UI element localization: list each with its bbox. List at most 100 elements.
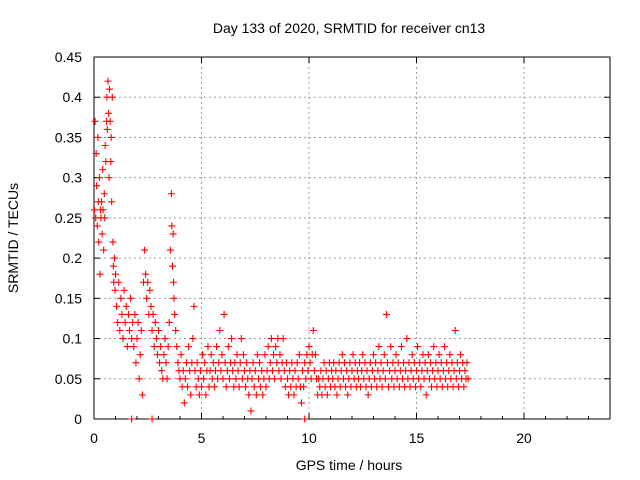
data-point [131,310,139,318]
data-point [414,343,422,351]
data-point [167,190,175,198]
y-tick-label: 0.45 [55,49,82,65]
data-point [104,77,112,85]
data-point [153,351,161,359]
data-point [135,375,143,383]
data-point [256,359,264,367]
data-point [290,391,298,399]
data-point [157,343,165,351]
data-point [180,399,188,407]
data-point [242,383,250,391]
y-axis-label: SRMTID / TECUs [5,183,21,293]
data-point [253,351,261,359]
data-point [243,359,251,367]
data-point [116,327,124,335]
data-point [125,327,133,335]
data-point [93,182,101,190]
data-point [424,351,432,359]
data-point [387,343,395,351]
data-point [91,117,99,125]
data-point [201,359,209,367]
x-tick-label: 10 [301,430,317,446]
data-point [112,270,119,278]
data-point [160,351,168,359]
data-point [108,93,116,101]
data-point [177,351,185,359]
data-point [128,415,136,423]
data-point [137,327,145,335]
data-point [155,327,162,335]
data-point [184,383,192,391]
data-point [435,351,443,359]
data-point [124,310,132,318]
data-point [171,310,179,318]
data-point [200,375,208,383]
data-point [338,351,346,359]
data-point [377,359,385,367]
x-tick-label: 20 [516,430,532,446]
data-point [270,351,278,359]
data-point [222,383,230,391]
y-tick-label: 0.25 [55,210,82,226]
data-point [370,351,377,359]
data-point [277,375,285,383]
data-point [99,206,107,214]
y-tick-label: 0.4 [63,89,83,105]
data-point [234,367,242,375]
data-point [220,310,228,318]
data-point [118,310,126,318]
data-point [392,351,400,359]
data-point [103,125,111,133]
data-point [172,327,180,335]
data-point [261,351,269,359]
data-point [170,294,178,302]
data-point [291,367,299,375]
data-point [344,391,352,399]
data-point [379,367,387,375]
data-point [300,383,308,391]
data-point [107,158,115,166]
data-point [189,335,197,343]
data-point [233,351,241,359]
data-point [250,383,258,391]
x-axis-label: GPS time / hours [296,457,403,473]
data-point [119,335,127,343]
data-point [187,391,195,399]
data-point [245,391,253,399]
data-point [162,359,170,367]
data-point [161,335,169,343]
data-point [123,343,131,351]
tick-labels: 0 5 10 15 20 0 0.05 0.1 0.15 0.2 0.25 0.3 0.35 0.4 0.4… [55,49,532,446]
data-point [136,351,144,359]
chart-title: Day 133 of 2020, SRMTID for receiver cn1… [213,20,486,36]
data-point [236,359,244,367]
data-point [98,198,106,206]
data-point [216,327,224,335]
x-tick-label: 5 [198,430,206,446]
data-point [130,343,138,351]
data-point [193,359,201,367]
y-tick-label: 0.2 [63,250,83,266]
data-point [109,238,117,246]
data-point [215,359,223,367]
data-point [190,302,198,310]
data-point [93,222,101,230]
data-point [120,286,128,294]
data-point [380,351,388,359]
data-point [440,343,448,351]
data-point [295,351,303,359]
data-point [95,174,103,182]
data-point [96,270,104,278]
data-point [170,278,178,286]
data-point [397,343,405,351]
data-point [267,335,275,343]
data-point [198,383,205,391]
data-point [217,367,225,375]
data-point [173,343,181,351]
data-point [195,391,203,399]
data-point [121,318,129,326]
data-point [310,367,318,375]
data-point [264,343,272,351]
data-point [349,351,357,359]
